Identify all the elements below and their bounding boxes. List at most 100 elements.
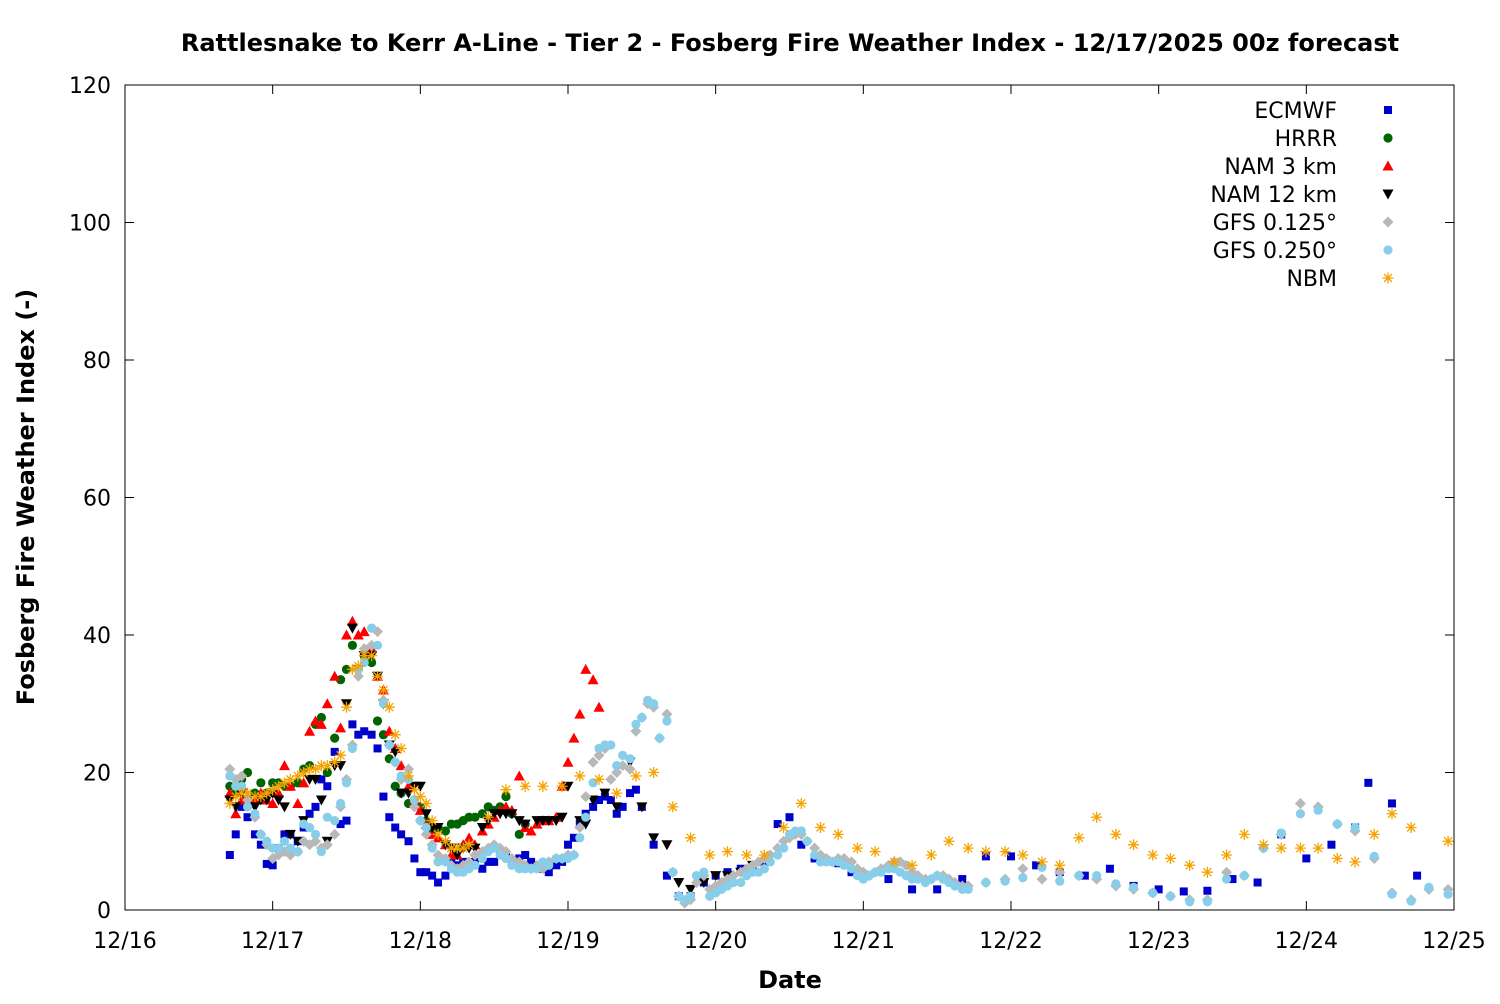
data-point-gfs-0-250: [359, 657, 369, 668]
data-point-hrrr: [367, 657, 377, 668]
data-point-gfs-0-250: [322, 812, 332, 822]
data-point-ecmwf: [1327, 840, 1336, 849]
data-point-nam-12-km: [673, 878, 685, 888]
data-point-hrrr: [470, 812, 480, 822]
data-point-gfs-0-250: [685, 891, 696, 901]
data-point-nbm: [267, 784, 279, 796]
data-point-nbm: [851, 842, 863, 854]
data-point-nbm: [366, 650, 378, 662]
data-point-ecmwf: [1007, 852, 1015, 861]
data-point-nbm: [1073, 832, 1085, 844]
data-point-gfs-0-250: [1221, 874, 1232, 884]
data-point-gfs-0-250: [981, 877, 991, 888]
data-point-nam-12-km: [587, 795, 599, 806]
data-point-gfs-0-250: [396, 771, 406, 781]
data-point-ecmwf: [354, 730, 363, 739]
data-point-gfs-0-250: [544, 860, 554, 870]
data-point-gfs-0-125: [1054, 866, 1066, 878]
data-point-gfs-0-250: [310, 829, 321, 839]
data-point-gfs-0-250: [839, 860, 849, 870]
data-point-gfs-0-250: [654, 733, 665, 743]
data-point-nbm: [611, 787, 623, 799]
data-point-gfs-0-250: [876, 867, 886, 877]
data-point-nbm: [1201, 866, 1213, 878]
data-point-gfs-0-250: [347, 743, 358, 754]
data-point-ecmwf: [385, 813, 394, 822]
data-point-nbm: [999, 846, 1011, 858]
data-point-gfs-0-125: [605, 773, 617, 785]
data-point-ecmwf: [441, 871, 450, 880]
data-point-gfs-0-125: [242, 794, 254, 806]
data-point-nbm: [667, 801, 679, 813]
x-tick-label: 12/18: [389, 929, 452, 954]
data-point-hrrr: [477, 809, 487, 819]
data-point-gfs-0-250: [1128, 882, 1139, 892]
data-point-gfs-0-250: [1092, 871, 1102, 881]
data-point-gfs-0-250: [913, 874, 923, 884]
data-point-ecmwf: [1032, 861, 1041, 870]
data-point-nam-12-km: [414, 781, 426, 792]
data-point-nam-3-km: [315, 718, 327, 729]
data-point-nbm: [815, 822, 827, 833]
data-point-gfs-0-125: [1221, 866, 1233, 878]
data-point-nbm: [389, 729, 401, 741]
data-point-ecmwf: [1228, 875, 1237, 884]
data-point-gfs-0-250: [759, 864, 769, 874]
data-point-gfs-0-250: [1165, 891, 1176, 901]
data-point-gfs-0-250: [372, 640, 383, 650]
data-point-nam-12-km: [506, 809, 518, 820]
data-point-nam-12-km: [519, 819, 531, 830]
data-point-ecmwf: [564, 840, 572, 849]
data-point-gfs-0-250: [279, 836, 290, 846]
data-point-gfs-0-125: [690, 877, 702, 888]
data-point-ecmwf: [397, 830, 406, 839]
data-point-gfs-0-125: [593, 749, 605, 761]
data-point-gfs-0-250: [765, 857, 775, 867]
data-point-gfs-0-250: [250, 809, 260, 819]
data-point-nbm: [1054, 859, 1066, 871]
data-point-nbm: [346, 663, 358, 675]
data-point-gfs-0-250: [477, 853, 487, 864]
data-point-ecmwf: [618, 802, 627, 811]
data-point-ecmwf: [484, 857, 493, 866]
data-point-nbm: [1368, 828, 1380, 840]
data-point-nbm: [236, 787, 248, 799]
data-point-gfs-0-250: [575, 833, 585, 843]
data-point-nbm: [1091, 811, 1103, 823]
legend-label-ecmwf: ECMWF: [1254, 99, 1337, 124]
data-point-nam-12-km: [543, 816, 555, 827]
data-point-nbm: [1349, 856, 1361, 868]
data-point-gfs-0-250: [1313, 805, 1323, 815]
data-point-nbm: [309, 763, 321, 775]
data-point-nbm: [778, 822, 790, 833]
data-point-gfs-0-250: [256, 829, 266, 839]
data-point-gfs-0-125: [1294, 797, 1306, 809]
data-point-nbm: [329, 756, 341, 768]
data-point-hrrr: [256, 778, 266, 788]
legend-marker-nam-12-km: [1382, 189, 1394, 200]
data-point-ecmwf: [416, 868, 425, 877]
legend-marker-nbm: [1382, 272, 1394, 284]
data-point-nam-3-km: [593, 701, 605, 712]
data-point-ecmwf: [225, 851, 234, 859]
data-point-nbm: [500, 784, 512, 796]
data-point-nam-12-km: [389, 747, 401, 758]
data-points: [224, 615, 1454, 909]
data-point-gfs-0-125: [630, 725, 642, 737]
data-point-nbm: [1294, 842, 1306, 854]
data-point-nbm: [519, 780, 531, 792]
data-point-nbm: [1405, 822, 1417, 833]
data-point-ecmwf: [250, 830, 259, 839]
x-tick-label: 12/19: [536, 929, 599, 954]
y-tick-label: 40: [83, 624, 111, 649]
data-point-gfs-0-250: [304, 822, 315, 833]
data-point-gfs-0-250: [1276, 828, 1286, 838]
data-point-nam-12-km: [230, 802, 242, 813]
y-tick-label: 20: [83, 762, 111, 787]
data-point-gfs-0-250: [1424, 882, 1434, 892]
data-point-gfs-0-250: [1406, 896, 1416, 906]
data-point-nbm: [420, 797, 432, 809]
data-point-nbm: [224, 797, 236, 809]
data-point-nbm: [741, 849, 753, 861]
